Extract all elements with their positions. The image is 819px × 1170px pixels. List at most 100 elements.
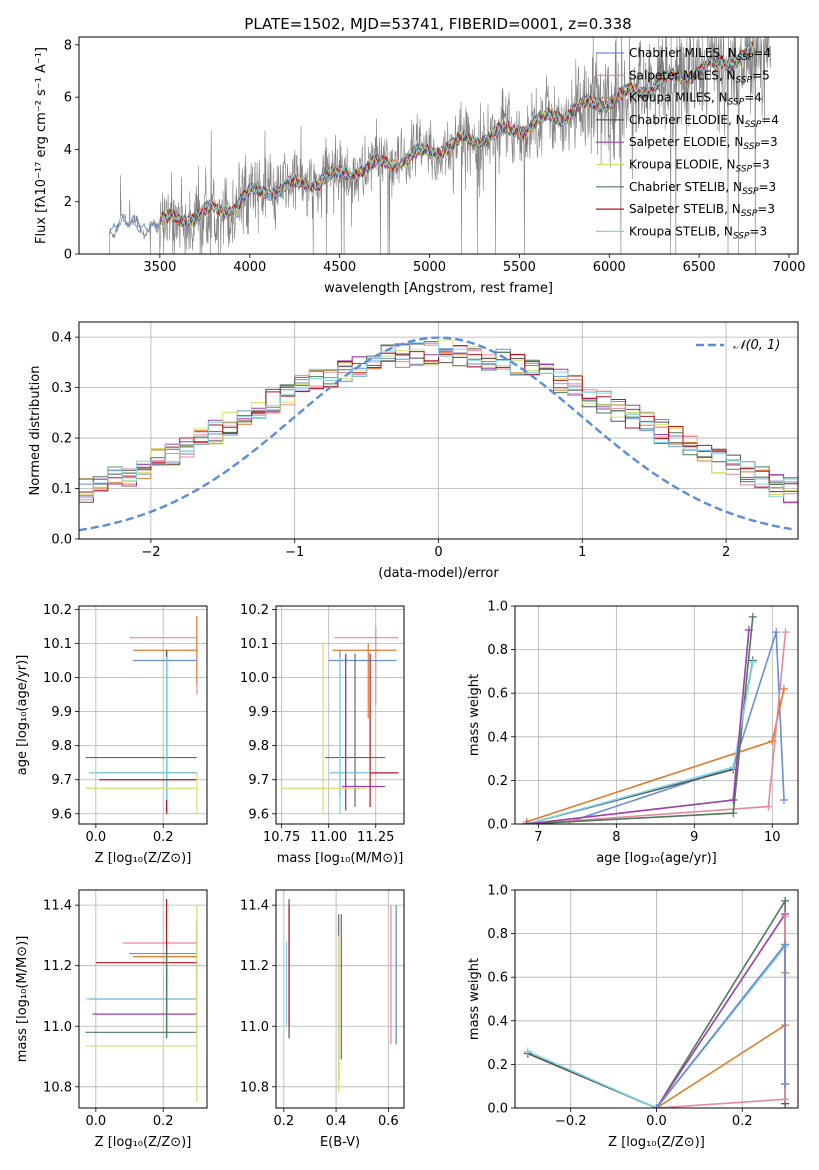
y-tick-label: 11.0 <box>43 1020 72 1035</box>
age_vs_mass-data <box>281 626 399 814</box>
age_vs_Z-data <box>85 616 198 814</box>
x-tick-label: 6500 <box>683 260 716 275</box>
legend-label: Salpeter ELODIE, NSSP=3 <box>629 135 778 152</box>
y-tick-label: 0.1 <box>51 482 72 497</box>
weight-marker <box>781 912 790 921</box>
y-tick-label: 10.2 <box>240 603 269 618</box>
y-axis-label: mass [log₁₀(M/M⊙)] <box>15 936 30 1063</box>
y-tick-label: 9.6 <box>248 807 269 822</box>
weight-marker <box>779 684 788 693</box>
y-tick-label: 2 <box>64 195 72 210</box>
x-tick-label: 0.6 <box>378 1114 399 1129</box>
x-axis-label: age [log₁₀(age/yr)] <box>596 851 717 866</box>
weight-marker <box>779 796 788 805</box>
x-tick-label: 1 <box>578 545 586 560</box>
x-tick-label: 10.75 <box>263 830 300 845</box>
x-tick-label: 3500 <box>143 260 176 275</box>
legend-label: Kroupa ELODIE, NSSP=3 <box>629 158 770 175</box>
y-tick-label: 11.4 <box>240 899 269 914</box>
x-tick-label: 0.2 <box>153 1114 174 1129</box>
legend-label: Kroupa STELIB, NSSP=3 <box>629 224 767 241</box>
legend-label: Chabrier ELODIE, NSSP=4 <box>629 113 779 130</box>
spectrum-data <box>109 37 771 254</box>
weight-marker <box>748 658 757 667</box>
x-axis-label: E(B-V) <box>320 1135 360 1150</box>
y-tick-label: 10.0 <box>240 671 269 686</box>
y-tick-label: 9.8 <box>51 739 72 754</box>
x-tick-label: 0.0 <box>85 1114 106 1129</box>
legend-label: Salpeter STELIB, NSSP=3 <box>629 202 775 219</box>
x-tick-label: 7000 <box>772 260 805 275</box>
weight-line <box>655 942 786 1108</box>
y-tick-label: 0.3 <box>51 381 72 396</box>
weight-marker <box>729 809 738 818</box>
residual-histogram <box>79 342 798 498</box>
x-tick-label: 8 <box>612 830 620 845</box>
y-tick-label: 0.2 <box>487 1058 508 1073</box>
x-tick-label: 0.4 <box>326 1114 347 1129</box>
x-tick-label: 9 <box>690 830 698 845</box>
y-tick-label: 0 <box>64 248 72 263</box>
y-tick-label: 1.0 <box>487 884 508 899</box>
x-tick-label: 0 <box>434 545 442 560</box>
y-tick-label: 6 <box>64 91 72 106</box>
axes-frame <box>78 889 208 1109</box>
y-axis-label: mass weight <box>467 958 482 1040</box>
panel-mass_vs_EBV: 0.2 0.4 0.6 10.8 11.0 11.2 11.4 E(B-V) <box>240 889 405 1150</box>
x-axis-label: Z [log₁₀(Z/Z⊙)] <box>95 851 192 866</box>
panel-weight_vs_Z: −0.2 0.0 0.2 0.0 0.2 0.4 0.6 0.8 1.0 Z [log₁₀(Z/Z… <box>467 884 799 1150</box>
y-tick-label: 9.7 <box>51 773 72 788</box>
x-tick-label: 0.2 <box>732 1114 753 1129</box>
y-tick-label: 9.6 <box>51 807 72 822</box>
y-tick-label: 0.4 <box>487 1014 508 1029</box>
weight-marker <box>748 612 757 621</box>
legend-label: 𝒩(0, 1) <box>733 338 780 353</box>
y-tick-label: 0.2 <box>487 774 508 789</box>
residual-data <box>79 336 798 532</box>
weight-marker <box>781 1080 790 1089</box>
x-tick-label: 7 <box>534 830 542 845</box>
spectrum-legend: Chabrier MILES, NSSP=4 Salpeter MILES, NS… <box>596 46 779 241</box>
weight-marker <box>781 1095 790 1104</box>
y-tick-label: 11.0 <box>240 1020 269 1035</box>
x-tick-label: −1 <box>285 545 304 560</box>
x-tick-label: 11.00 <box>310 830 347 845</box>
x-axis-label: mass [log₁₀(M/M⊙)] <box>277 851 404 866</box>
y-tick-label: 10.1 <box>43 637 72 652</box>
weight-marker <box>652 1104 661 1108</box>
x-tick-label: 0.0 <box>85 830 106 845</box>
x-axis-label: Z [log₁₀(Z/Z⊙)] <box>95 1135 192 1150</box>
mass_vs_Z-data <box>85 899 198 1102</box>
y-tick-label: 11.2 <box>43 959 72 974</box>
weight-marker <box>772 628 781 637</box>
x-tick-label: −0.2 <box>555 1114 587 1129</box>
weight-marker <box>781 896 790 905</box>
weight_vs_age-data <box>522 612 790 824</box>
y-tick-label: 0.4 <box>51 331 72 346</box>
model-line <box>159 42 754 229</box>
x-tick-label: 0.0 <box>646 1114 667 1129</box>
legend-label: Chabrier MILES, NSSP=4 <box>629 46 771 63</box>
x-axis-label: (data-model)/error <box>378 566 499 581</box>
y-tick-label: 1.0 <box>487 600 508 615</box>
y-tick-label: 0.0 <box>51 533 72 548</box>
y-tick-label: 0.8 <box>487 927 508 942</box>
y-tick-label: 11.4 <box>43 899 72 914</box>
panel-weight_vs_age: 7 8 9 10 0.0 0.2 0.4 0.6 0.8 1.0 age [log₁₀(age/yr… <box>467 600 799 866</box>
y-axis-label: mass weight <box>467 674 482 756</box>
y-tick-label: 9.9 <box>248 705 269 720</box>
weight-marker <box>523 1047 532 1056</box>
mass_vs_EBV-data <box>285 899 397 1093</box>
legend-label: Salpeter MILES, NSSP=5 <box>629 68 770 85</box>
x-tick-label: 5000 <box>413 260 446 275</box>
y-tick-label: 9.8 <box>248 739 269 754</box>
y-tick-label: 0.0 <box>487 1102 508 1117</box>
x-tick-label: 0.2 <box>153 830 174 845</box>
y-tick-label: 0.6 <box>487 687 508 702</box>
weight-line <box>656 972 786 1108</box>
legend-label: Kroupa MILES, NSSP=4 <box>629 91 762 108</box>
x-tick-label: 6000 <box>593 260 626 275</box>
x-axis-label: Z [log₁₀(Z/Z⊙)] <box>608 1135 705 1150</box>
axes-frame <box>275 605 405 825</box>
